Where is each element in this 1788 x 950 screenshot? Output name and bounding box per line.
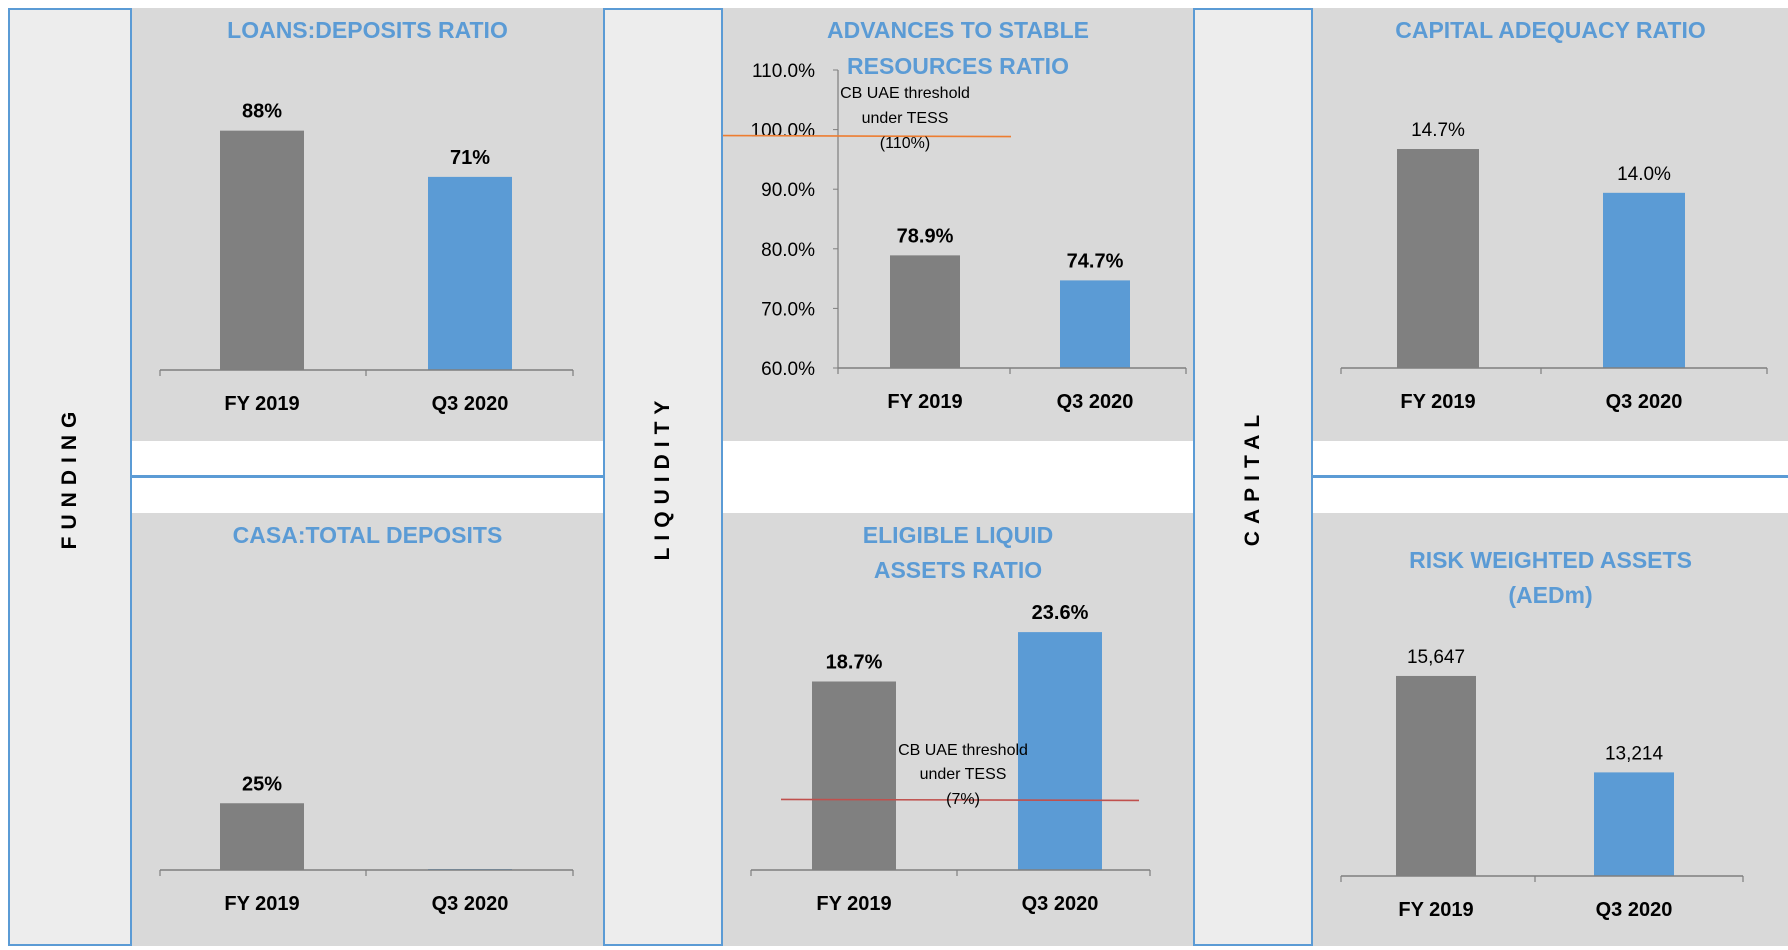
threshold-annotation: under TESS xyxy=(862,110,949,127)
capital-label: CAPITAL xyxy=(1241,407,1264,547)
bar-fy-2019 xyxy=(220,803,304,870)
casa-deposits-chart: CASA:TOTAL DEPOSITS 25% FY 2019 Q3 2020 xyxy=(132,513,603,946)
data-label: 14.7% xyxy=(1411,120,1465,141)
data-label: 71% xyxy=(450,147,490,169)
chart-title: CASA:TOTAL DEPOSITS xyxy=(233,522,503,548)
bar-fy-2019 xyxy=(812,681,896,870)
chart-title: ELIGIBLE LIQUID xyxy=(863,522,1053,548)
data-label: 88% xyxy=(242,101,282,123)
bar-fy-2019 xyxy=(1397,149,1479,368)
risk-weighted-svg: RISK WEIGHTED ASSETS (AEDm) 15,647 FY 2019 1… xyxy=(1340,547,1744,921)
eligible-liquid-svg: ELIGIBLE LIQUID ASSETS RATIO 18.7% FY 2019 2… xyxy=(750,522,1151,915)
y-tick-label: 100.0% xyxy=(751,121,816,142)
data-label: 23.6% xyxy=(1032,602,1089,624)
advances-stable-chart: ADVANCES TO STABLE RESOURCES RATIO 60.0% 70… xyxy=(723,8,1193,441)
chart-title: RISK WEIGHTED ASSETS xyxy=(1409,547,1692,573)
y-tick-label: 110.0% xyxy=(752,61,815,82)
data-label: 78.9% xyxy=(897,225,954,247)
bar-q3-2020 xyxy=(1603,192,1685,368)
category-label: FY 2019 xyxy=(224,393,299,415)
advances-stable-svg: ADVANCES TO STABLE RESOURCES RATIO 60.0% 70… xyxy=(723,17,1187,413)
threshold-annotation: CB UAE threshold xyxy=(840,85,970,102)
chart-title: LOANS:DEPOSITS RATIO xyxy=(227,17,508,43)
funding-divider xyxy=(132,475,603,478)
category-label: Q3 2020 xyxy=(1022,893,1099,915)
bar-q3-2020 xyxy=(1594,772,1674,876)
capital-divider xyxy=(1313,475,1788,478)
capital-section-label: CAPITAL xyxy=(1193,8,1313,946)
chart-title: CAPITAL ADEQUACY RATIO xyxy=(1395,17,1706,43)
category-label: Q3 2020 xyxy=(1596,899,1673,921)
category-label: Q3 2020 xyxy=(432,893,509,915)
chart-title: (AEDm) xyxy=(1508,582,1592,608)
capital-adequacy-svg: CAPITAL ADEQUACY RATIO 14.7% FY 2019 14.0% Q… xyxy=(1340,17,1768,413)
chart-title: RESOURCES RATIO xyxy=(847,53,1069,79)
threshold-annotation: under TESS xyxy=(920,766,1007,783)
funding-label: FUNDING xyxy=(58,404,81,550)
category-label: Q3 2020 xyxy=(432,393,509,415)
bar-q3-2020 xyxy=(428,176,512,370)
threshold-annotation: (7%) xyxy=(946,791,980,808)
loans-deposits-chart: LOANS:DEPOSITS RATIO 88% FY 2019 71% Q3 2020 xyxy=(132,8,603,441)
data-label: 13,214 xyxy=(1605,743,1664,764)
chart-title: ADVANCES TO STABLE xyxy=(827,17,1089,43)
category-label: FY 2019 xyxy=(1398,899,1473,921)
threshold-annotation: CB UAE threshold xyxy=(898,742,1028,759)
data-label: 14.0% xyxy=(1617,164,1671,185)
category-label: Q3 2020 xyxy=(1057,391,1134,413)
category-label: FY 2019 xyxy=(816,893,891,915)
capital-adequacy-chart: CAPITAL ADEQUACY RATIO 14.7% FY 2019 14.0% Q… xyxy=(1313,8,1788,441)
data-label: 74.7% xyxy=(1067,250,1124,272)
casa-deposits-svg: CASA:TOTAL DEPOSITS 25% FY 2019 Q3 2020 xyxy=(159,522,574,915)
data-label: 15,647 xyxy=(1407,647,1465,668)
chart-title: ASSETS RATIO xyxy=(874,557,1042,583)
threshold-line xyxy=(723,134,1012,138)
eligible-liquid-chart: ELIGIBLE LIQUID ASSETS RATIO 18.7% FY 2019 2… xyxy=(723,513,1193,946)
liquidity-section-label: LIQUIDITY xyxy=(603,8,723,946)
bar-fy-2019 xyxy=(220,130,304,370)
y-tick-label: 70.0% xyxy=(761,299,815,320)
bar-q3-2020 xyxy=(1060,280,1130,368)
category-label: FY 2019 xyxy=(224,893,299,915)
risk-weighted-chart: RISK WEIGHTED ASSETS (AEDm) 15,647 FY 2019 1… xyxy=(1313,513,1788,946)
category-label: FY 2019 xyxy=(1400,391,1475,413)
category-label: Q3 2020 xyxy=(1606,391,1683,413)
data-label: 25% xyxy=(242,773,282,795)
y-tick-label: 60.0% xyxy=(761,359,815,380)
threshold-line xyxy=(780,798,1140,802)
liquidity-label: LIQUIDITY xyxy=(651,393,674,561)
threshold-annotation: (110%) xyxy=(880,135,930,152)
bar-fy-2019 xyxy=(1396,675,1476,876)
y-tick-label: 90.0% xyxy=(761,180,815,201)
data-label: 18.7% xyxy=(826,652,883,674)
category-label: FY 2019 xyxy=(887,391,962,413)
y-tick-label: 80.0% xyxy=(761,240,815,261)
funding-section-label: FUNDING xyxy=(8,8,132,946)
bar-fy-2019 xyxy=(890,255,960,368)
bar-q3-2020 xyxy=(1018,632,1102,870)
loans-deposits-svg: LOANS:DEPOSITS RATIO 88% FY 2019 71% Q3 2020 xyxy=(159,17,574,415)
